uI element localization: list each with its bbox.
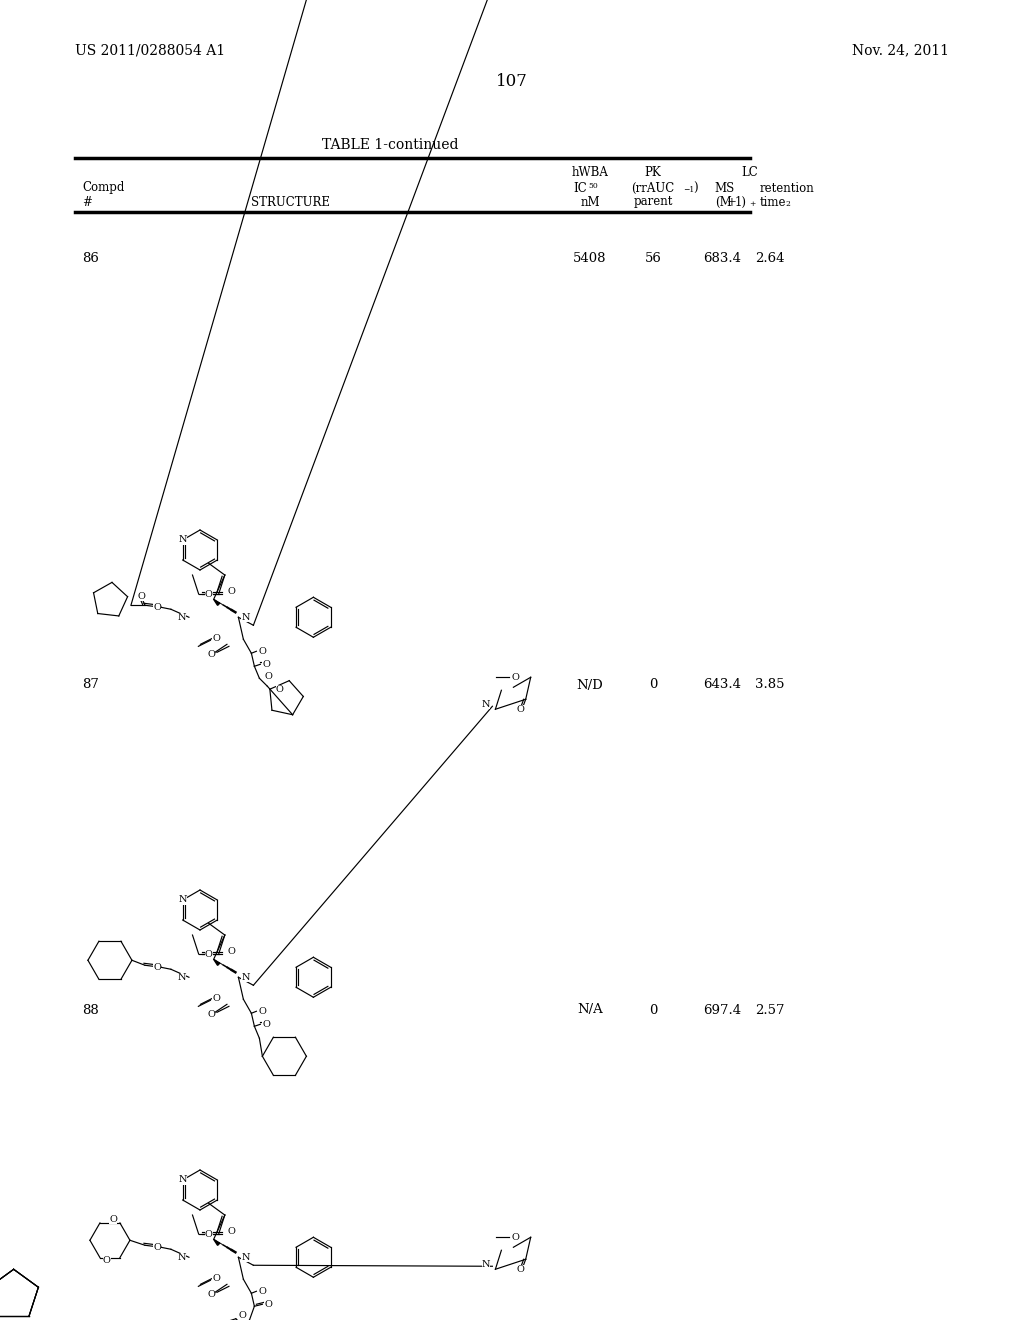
Text: ): ) [693,181,697,194]
Text: 50: 50 [588,182,598,190]
Text: N: N [177,1253,186,1262]
Text: O: O [258,1287,266,1296]
Text: 1): 1) [735,195,746,209]
Text: O: O [264,1300,272,1308]
Text: +: + [749,201,756,209]
Polygon shape [214,960,220,965]
Polygon shape [214,1239,220,1245]
Text: (rrAUC: (rrAUC [632,181,675,194]
Text: O: O [212,994,220,1003]
Text: 2: 2 [785,201,790,209]
Text: O: O [205,1229,213,1238]
Text: 87: 87 [82,678,99,692]
Text: Nov. 24, 2011: Nov. 24, 2011 [852,44,949,57]
Text: O: O [262,1020,270,1028]
Text: nM: nM [581,195,600,209]
Text: time: time [760,195,786,209]
Text: −1: −1 [683,186,694,194]
Text: N: N [178,895,187,904]
Text: N: N [242,1253,250,1262]
Text: O: O [153,603,161,611]
Text: O: O [264,672,272,681]
Text: O: O [262,660,270,669]
Text: O: O [207,1290,215,1299]
Text: N: N [242,612,250,622]
Text: #: # [82,195,92,209]
Text: LC: LC [741,165,759,178]
Text: O: O [207,649,215,659]
Text: O: O [511,673,519,681]
Text: hWBA: hWBA [571,165,608,178]
Text: O: O [511,1233,519,1242]
Text: STRUCTURE: STRUCTURE [251,195,330,209]
Text: O: O [227,1226,236,1236]
Text: O: O [517,705,524,714]
Text: N/D: N/D [577,678,603,692]
Text: O: O [212,634,220,643]
Text: 0: 0 [649,678,657,692]
Polygon shape [214,599,220,606]
Text: O: O [239,1311,247,1320]
Text: O: O [110,1216,117,1225]
Text: O: O [258,647,266,656]
Text: retention: retention [760,181,815,194]
Text: 5408: 5408 [573,252,607,264]
Text: O: O [205,949,213,958]
Text: O: O [153,1242,161,1251]
Text: O: O [212,1274,220,1283]
Text: O: O [205,590,213,598]
Text: O: O [227,946,236,956]
Text: 2.64: 2.64 [756,252,784,264]
Text: O: O [207,1010,215,1019]
Text: 56: 56 [644,252,662,264]
Text: 86: 86 [82,252,99,264]
Text: O: O [138,591,145,601]
Text: 3.85: 3.85 [756,678,784,692]
Text: O: O [258,1007,266,1016]
Text: +: + [727,195,737,209]
Text: O: O [275,685,284,694]
Text: (M: (M [715,195,732,209]
Text: 88: 88 [82,1003,98,1016]
Text: 107: 107 [496,74,528,91]
Text: O: O [153,962,161,972]
Text: 683.4: 683.4 [703,252,741,264]
Text: 697.4: 697.4 [702,1003,741,1016]
Text: N: N [242,973,250,982]
Text: MS: MS [715,181,735,194]
Text: 0: 0 [649,1003,657,1016]
Text: O: O [227,586,236,595]
Text: O: O [517,1265,524,1274]
Text: 643.4: 643.4 [703,678,741,692]
Text: US 2011/0288054 A1: US 2011/0288054 A1 [75,44,225,57]
Text: TABLE 1-continued: TABLE 1-continued [322,139,459,152]
Text: PK: PK [645,165,662,178]
Text: N: N [178,1176,187,1184]
Text: parent: parent [633,195,673,209]
Text: Compd: Compd [82,181,124,194]
Text: IC: IC [573,181,587,194]
Text: N: N [177,973,186,982]
Text: 2.57: 2.57 [756,1003,784,1016]
Text: O: O [103,1257,111,1265]
Text: N: N [178,536,187,544]
Text: N: N [482,1259,490,1269]
Text: N: N [482,700,490,709]
Text: N: N [177,612,186,622]
Text: N/A: N/A [578,1003,603,1016]
